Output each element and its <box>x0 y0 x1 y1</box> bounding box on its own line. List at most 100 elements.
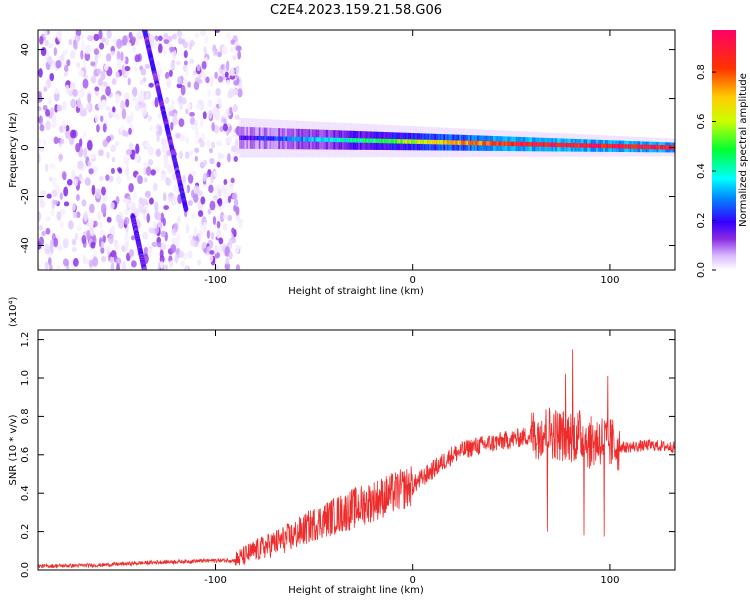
heatmap-speckle <box>128 142 134 150</box>
heatmap-speckle <box>90 241 96 249</box>
heatmap-carrier-core <box>281 136 285 141</box>
heatmap-carrier-core <box>549 142 553 147</box>
heatmap-carrier-core <box>629 144 633 149</box>
heatmap-speckle <box>235 65 240 75</box>
y-multiplier-label: (x10⁴) <box>8 296 19 327</box>
heatmap-speckle <box>147 247 153 257</box>
heatmap-carrier-core <box>329 137 333 142</box>
heatmap-speckle <box>229 185 234 194</box>
heatmap-speckle <box>231 227 235 234</box>
heatmap-speckle <box>233 198 239 207</box>
heatmap-speckle <box>185 151 190 160</box>
heatmap-speckle <box>144 177 148 183</box>
heatmap-speckle <box>199 140 206 148</box>
heatmap-speckle <box>94 220 98 228</box>
heatmap-speckle <box>182 41 189 49</box>
heatmap-speckle <box>189 117 196 125</box>
heatmap-speckle <box>109 201 115 210</box>
top-y-tick-label: 40 <box>20 43 31 56</box>
heatmap-speckle <box>178 37 183 45</box>
heatmap-carrier-core <box>620 144 624 149</box>
heatmap-speckle <box>83 211 89 222</box>
heatmap-speckle <box>49 163 56 170</box>
heatmap-speckle <box>122 35 128 46</box>
heatmap-carrier-core <box>432 139 436 145</box>
heatmap-speckle <box>71 238 77 246</box>
heatmap-carrier-core <box>260 136 264 141</box>
heatmap-speckle <box>75 142 81 153</box>
heatmap-carrier-core <box>571 143 575 148</box>
heatmap-carrier-core <box>262 136 266 141</box>
heatmap-speckle <box>208 148 213 154</box>
heatmap-speckle <box>78 69 85 77</box>
heatmap-speckle <box>159 260 164 270</box>
heatmap-speckle <box>44 39 49 46</box>
heatmap-speckle <box>172 116 178 126</box>
heatmap-speckle <box>63 71 68 77</box>
heatmap-carrier-core <box>340 137 344 143</box>
heatmap-speckle <box>38 137 42 145</box>
bottom-x-tick-label: 100 <box>600 575 619 586</box>
heatmap-speckle <box>214 71 218 80</box>
heatmap-carrier-core <box>583 143 587 148</box>
heatmap-speckle <box>54 87 60 95</box>
heatmap-carrier-core <box>634 144 638 149</box>
heatmap-speckle <box>111 157 116 163</box>
heatmap-speckle <box>167 196 172 204</box>
heatmap-speckle <box>38 115 44 125</box>
heatmap-speckle <box>126 175 131 181</box>
heatmap-speckle <box>102 99 107 109</box>
heatmap-carrier-core <box>418 139 422 144</box>
heatmap-speckle <box>72 202 76 212</box>
heatmap-speckle <box>136 31 143 38</box>
heatmap-carrier-core <box>365 138 369 143</box>
heatmap-carrier-core <box>457 140 461 145</box>
bottom-x-tick-label: -100 <box>204 575 227 586</box>
heatmap-carrier-core <box>489 141 493 146</box>
heatmap-speckle <box>134 35 140 47</box>
heatmap-carrier-core <box>540 142 544 147</box>
heatmap-speckle <box>92 256 99 267</box>
heatmap-speckle <box>238 220 243 230</box>
heatmap-carrier-core <box>269 136 273 141</box>
heatmap-speckle <box>144 190 151 198</box>
heatmap-speckle <box>221 45 228 55</box>
heatmap-speckle <box>142 231 149 240</box>
heatmap-speckle <box>230 67 235 77</box>
heatmap-speckle <box>175 132 181 139</box>
heatmap-speckle <box>163 49 167 56</box>
heatmap-speckle <box>70 129 77 139</box>
heatmap-speckle <box>53 237 59 248</box>
heatmap-speckle <box>114 93 121 104</box>
heatmap-speckle <box>197 259 202 266</box>
heatmap-speckle <box>201 133 205 141</box>
heatmap-speckle <box>145 92 151 100</box>
heatmap-carrier-core <box>436 139 440 145</box>
heatmap-speckle <box>157 112 162 119</box>
heatmap-speckle <box>171 33 178 40</box>
heatmap-speckle <box>140 68 147 76</box>
heatmap-carrier-core <box>666 145 670 150</box>
heatmap-carrier-core <box>393 139 397 144</box>
heatmap-carrier-core <box>445 140 449 145</box>
heatmap-speckle <box>68 89 73 97</box>
heatmap-speckle <box>222 222 228 231</box>
heatmap-carrier-core <box>569 142 573 148</box>
heatmap-speckle <box>46 78 52 89</box>
heatmap-speckle <box>148 82 154 88</box>
heatmap-speckle <box>179 150 183 160</box>
heatmap-speckle <box>147 146 154 156</box>
heatmap-speckle <box>147 115 153 122</box>
heatmap-speckle <box>69 49 76 60</box>
heatmap-carrier-core <box>560 142 564 148</box>
heatmap-speckle <box>45 120 51 131</box>
heatmap-speckle <box>187 81 192 88</box>
snr-plot-area <box>38 349 675 569</box>
heatmap-speckle <box>96 212 102 220</box>
heatmap-speckle <box>237 50 242 60</box>
heatmap-speckle <box>188 234 193 241</box>
heatmap-speckle <box>98 30 103 40</box>
heatmap-speckle <box>213 124 220 134</box>
heatmap-speckle <box>201 61 207 70</box>
heatmap-carrier-core <box>292 136 296 142</box>
